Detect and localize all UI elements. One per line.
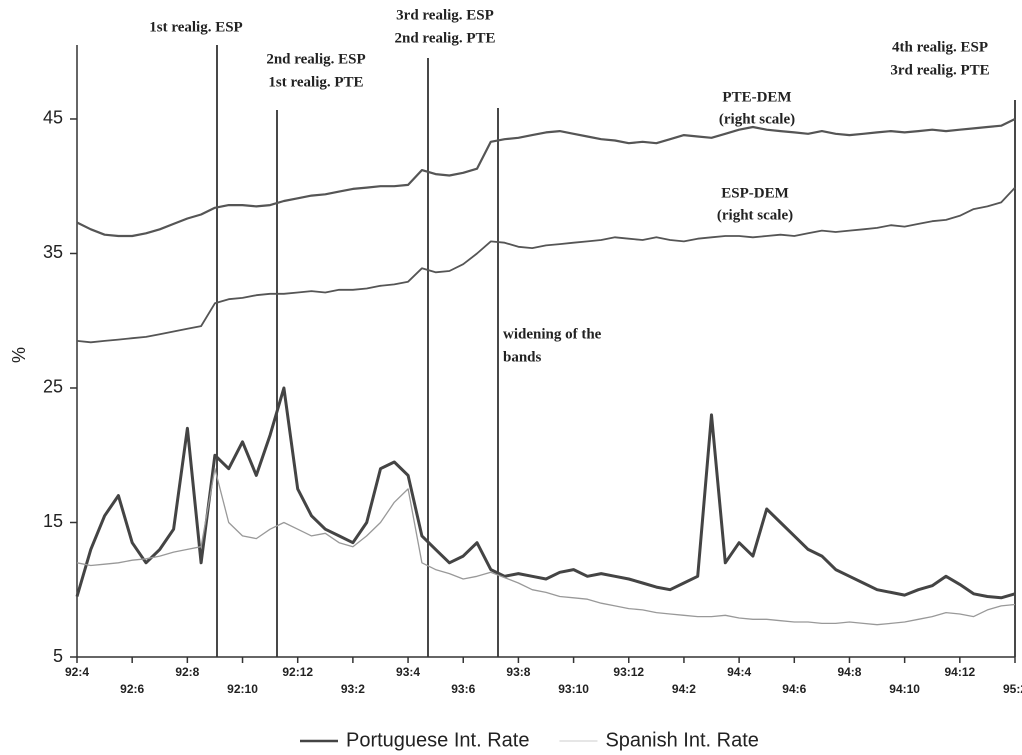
x-tick-label: 94:4 (727, 665, 751, 679)
event-label: 1st realig. ESP (149, 19, 242, 35)
x-tick-label: 94:12 (944, 665, 975, 679)
y-tick-label: 5 (53, 646, 63, 666)
event-label: 2nd realig. PTE (395, 30, 496, 46)
series-name: ESP-DEM (721, 185, 789, 201)
event-label: 2nd realig. ESP (266, 51, 365, 67)
legend-label: Portuguese Int. Rate (346, 729, 529, 751)
y-tick-label: 15 (43, 511, 63, 531)
x-tick-label: 95:2 (1003, 682, 1022, 696)
x-tick-label: 93:6 (451, 682, 475, 696)
event-label: 1st realig. PTE (268, 74, 363, 90)
series-name: PTE-DEM (722, 89, 791, 105)
series-note: (right scale) (719, 111, 795, 127)
series-line (76, 468, 1016, 626)
event-label: 4th realig. ESP (892, 39, 988, 55)
x-tick-label: 93:10 (558, 682, 589, 696)
x-tick-label: 92:6 (120, 682, 144, 696)
y-tick-label: 35 (43, 242, 63, 262)
x-tick-label: 93:8 (506, 665, 530, 679)
y-tick-label: 45 (43, 108, 63, 128)
event-label: 3rd realig. PTE (890, 62, 989, 78)
y-axis-label: % (9, 347, 29, 363)
series-note: (right scale) (717, 207, 793, 223)
event-label: bands (503, 349, 542, 365)
x-tick-label: 94:6 (782, 682, 806, 696)
x-tick-label: 93:12 (613, 665, 644, 679)
y-tick-label: 25 (43, 377, 63, 397)
x-tick-label: 92:10 (227, 682, 258, 696)
event-label: widening of the (503, 326, 602, 342)
x-tick-label: 93:4 (396, 665, 420, 679)
legend-label: Spanish Int. Rate (605, 729, 758, 751)
x-tick-label: 94:10 (889, 682, 920, 696)
series-line (76, 118, 1016, 238)
x-tick-label: 92:4 (65, 665, 89, 679)
x-tick-label: 92:8 (175, 665, 199, 679)
series-line (76, 186, 1016, 344)
x-tick-label: 93:2 (341, 682, 365, 696)
x-tick-label: 94:2 (672, 682, 696, 696)
series-line (75, 386, 1016, 600)
x-tick-label: 94:8 (837, 665, 861, 679)
event-label: 3rd realig. ESP (396, 7, 494, 23)
x-tick-label: 92:12 (282, 665, 313, 679)
